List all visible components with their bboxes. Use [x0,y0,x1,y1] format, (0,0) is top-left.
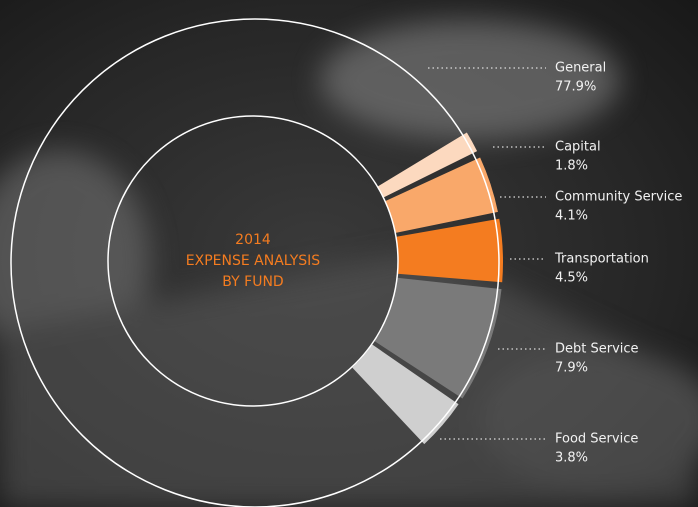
value-label: 3.8% [555,451,588,466]
chart-title: BY FUND [222,274,283,290]
legend-label: Capital [555,140,601,155]
chart: General 77.9% Capital 1.8% Community Service… [0,0,698,507]
legend-label: Debt Service [555,342,639,357]
legend-label: Community Service [555,190,682,205]
value-label: 1.8% [555,159,588,174]
legend-label: General [555,61,606,76]
chart-title: 2014 [235,232,271,248]
legend-label: Transportation [554,252,649,267]
value-label: 4.1% [555,209,588,224]
value-label: 77.9% [555,80,596,95]
value-label: 7.9% [555,361,588,376]
value-label: 4.5% [555,271,588,286]
chart-title: EXPENSE ANALYSIS [186,253,321,269]
legend-label: Food Service [555,432,638,447]
